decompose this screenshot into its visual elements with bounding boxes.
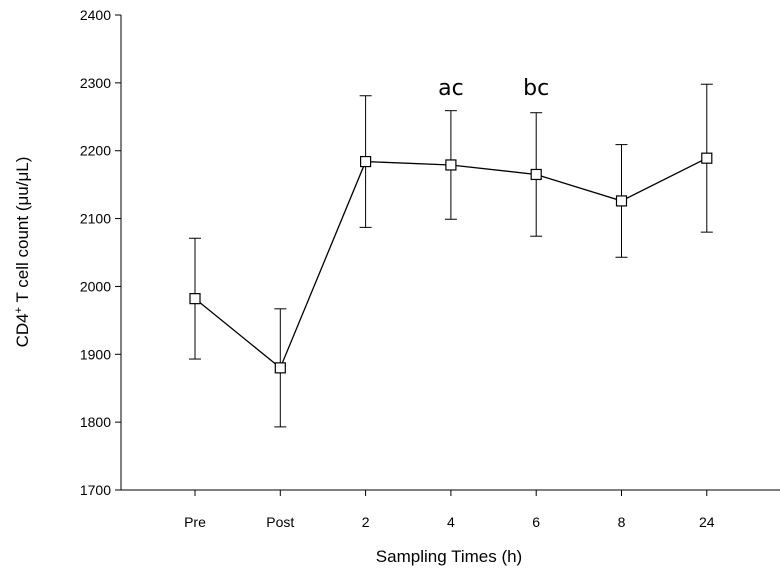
annotation-label: bc	[523, 76, 549, 101]
data-point	[530, 168, 542, 181]
y-axis-title-rest: T cell count (μu/μL)	[13, 157, 32, 307]
y-tick-label: 2100	[80, 211, 111, 227]
data-point	[274, 362, 286, 374]
y-tick-label: 2000	[80, 278, 111, 294]
x-axis-title: Sampling Times (h)	[376, 547, 522, 566]
y-axis-title-superscript: +	[13, 307, 25, 313]
y-axis-title: CD4+ T cell count (μu/μL)	[13, 157, 32, 348]
y-tick-label: 2200	[80, 143, 111, 159]
data-point	[701, 152, 713, 164]
annotations: ac bc	[438, 76, 549, 101]
x-tick-label: 6	[532, 514, 540, 530]
y-tick-label: 2300	[80, 75, 111, 91]
error-bars	[189, 83, 713, 428]
x-tick-label: 24	[699, 514, 715, 530]
data-point	[445, 159, 457, 171]
data-point	[360, 155, 372, 168]
y-ticks: 1700 1800 1900 2000 2100 2200 2300 2400	[80, 7, 121, 498]
x-tick-label: 4	[447, 514, 455, 530]
y-tick-label: 1800	[80, 414, 111, 430]
y-axis-title-main: CD4	[13, 313, 32, 347]
annotation-label: ac	[438, 76, 464, 101]
y-tick-label: 2400	[80, 7, 111, 23]
data-point	[189, 293, 201, 305]
x-tick-label: Pre	[184, 514, 206, 530]
x-tick-label: 2	[362, 514, 370, 530]
x-ticks: Pre Post 2 4 6 8 24	[184, 490, 715, 530]
x-tick-label: 8	[618, 514, 626, 530]
data-point	[615, 195, 628, 207]
markers	[189, 152, 713, 374]
y-tick-label: 1700	[80, 482, 111, 498]
y-tick-label: 1900	[80, 346, 111, 362]
x-tick-label: Post	[266, 514, 294, 530]
